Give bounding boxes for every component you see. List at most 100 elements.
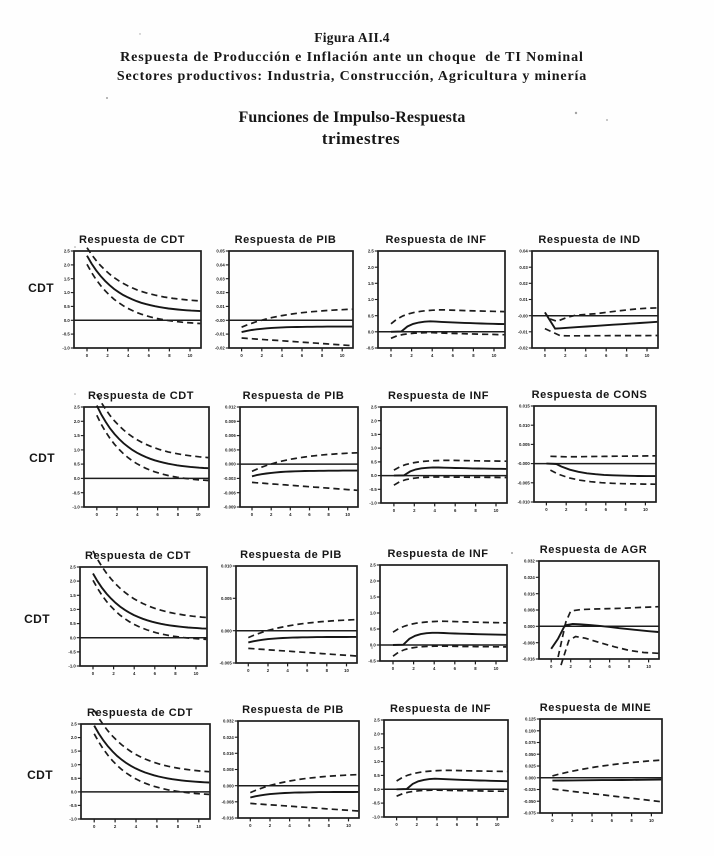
svg-text:0: 0: [544, 353, 547, 358]
svg-text:0.125: 0.125: [525, 717, 536, 722]
svg-text:0.0: 0.0: [371, 473, 378, 478]
svg-text:1.5: 1.5: [71, 749, 78, 754]
svg-text:-0.5: -0.5: [62, 332, 70, 337]
svg-text:8: 8: [168, 353, 171, 358]
svg-text:0.01: 0.01: [519, 297, 528, 302]
svg-text:2.5: 2.5: [74, 405, 81, 410]
svg-text:Respuesta de PIB: Respuesta de PIB: [242, 704, 344, 716]
svg-text:Respuesta de INF: Respuesta de INF: [387, 548, 488, 560]
svg-text:2: 2: [106, 353, 109, 358]
svg-text:0.000: 0.000: [225, 462, 236, 467]
svg-text:0.024: 0.024: [223, 735, 234, 740]
svg-text:1.0: 1.0: [71, 762, 78, 767]
svg-text:0.03: 0.03: [519, 265, 528, 270]
svg-text:0.5: 0.5: [74, 462, 81, 467]
svg-text:2.5: 2.5: [368, 249, 375, 254]
svg-text:2: 2: [416, 822, 419, 827]
svg-text:0: 0: [247, 668, 250, 673]
svg-text:0: 0: [251, 512, 254, 517]
svg-text:0.5: 0.5: [368, 313, 375, 318]
svg-text:CDT: CDT: [27, 768, 53, 782]
svg-text:6: 6: [308, 512, 311, 517]
svg-text:6: 6: [605, 507, 608, 512]
svg-text:0.02: 0.02: [519, 281, 528, 286]
svg-text:0.5: 0.5: [64, 304, 71, 309]
svg-text:0: 0: [393, 508, 396, 513]
svg-text:6: 6: [154, 671, 157, 676]
svg-text:2.0: 2.0: [71, 735, 78, 740]
svg-text:-1.0: -1.0: [62, 346, 70, 351]
svg-text:-0.025: -0.025: [524, 787, 537, 792]
svg-text:2.0: 2.0: [74, 419, 81, 424]
svg-text:Respuesta de CDT: Respuesta de CDT: [79, 234, 185, 246]
svg-text:8: 8: [472, 353, 475, 358]
svg-text:-0.5: -0.5: [368, 659, 376, 664]
svg-text:8: 8: [174, 671, 177, 676]
svg-text:2: 2: [267, 668, 270, 673]
svg-text:8: 8: [624, 507, 627, 512]
svg-text:6: 6: [454, 508, 457, 513]
svg-text:2.5: 2.5: [371, 405, 378, 410]
svg-text:4: 4: [289, 512, 292, 517]
svg-text:-0.5: -0.5: [68, 650, 76, 655]
svg-text:4: 4: [127, 353, 130, 358]
svg-text:0: 0: [96, 512, 99, 517]
svg-text:Respuesta de CDT: Respuesta de CDT: [88, 390, 194, 402]
svg-text:2.0: 2.0: [371, 418, 378, 423]
svg-text:Respuesta de CDT: Respuesta de CDT: [85, 550, 191, 562]
svg-text:10: 10: [495, 822, 500, 827]
svg-text:0.010: 0.010: [221, 564, 232, 569]
svg-text:-0.016: -0.016: [523, 657, 536, 662]
svg-text:2.5: 2.5: [64, 249, 71, 254]
svg-text:0.0: 0.0: [70, 635, 77, 640]
svg-text:Respuesta de CONS: Respuesta de CONS: [532, 389, 648, 401]
svg-text:8: 8: [326, 668, 329, 673]
svg-text:0.5: 0.5: [70, 621, 77, 626]
svg-text:2.0: 2.0: [374, 732, 381, 737]
svg-text:-0.006: -0.006: [224, 490, 237, 495]
svg-text:6: 6: [156, 824, 159, 829]
svg-text:-0.00: -0.00: [518, 313, 528, 318]
svg-text:1.5: 1.5: [64, 276, 71, 281]
svg-text:2: 2: [116, 512, 119, 517]
svg-text:0.075: 0.075: [525, 740, 536, 745]
svg-text:0: 0: [390, 353, 393, 358]
svg-text:10: 10: [194, 671, 199, 676]
svg-text:6: 6: [156, 512, 159, 517]
svg-text:0: 0: [93, 824, 96, 829]
svg-text:1.0: 1.0: [64, 290, 71, 295]
svg-text:Respuesta de PIB: Respuesta de PIB: [240, 549, 342, 561]
svg-text:6: 6: [611, 818, 614, 823]
svg-text:0.0: 0.0: [71, 790, 78, 795]
svg-text:-0.00: -0.00: [215, 318, 225, 323]
svg-text:8: 8: [474, 508, 477, 513]
svg-text:0.024: 0.024: [524, 575, 535, 580]
svg-text:-0.005: -0.005: [220, 661, 233, 666]
svg-text:8: 8: [177, 824, 180, 829]
svg-text:4: 4: [281, 353, 284, 358]
svg-text:4: 4: [431, 353, 434, 358]
svg-text:1.0: 1.0: [374, 759, 381, 764]
svg-text:2: 2: [261, 353, 264, 358]
svg-text:Respuesta de CDT: Respuesta de CDT: [87, 707, 193, 719]
svg-text:10: 10: [344, 668, 349, 673]
svg-text:0: 0: [545, 507, 548, 512]
svg-text:2.5: 2.5: [71, 722, 78, 727]
svg-text:6: 6: [306, 668, 309, 673]
svg-text:4: 4: [135, 824, 138, 829]
svg-text:0: 0: [86, 353, 89, 358]
svg-text:-0.5: -0.5: [369, 487, 377, 492]
svg-text:4: 4: [286, 668, 289, 673]
svg-text:-0.5: -0.5: [69, 803, 77, 808]
svg-text:0.008: 0.008: [524, 608, 535, 613]
svg-text:0.032: 0.032: [223, 719, 234, 724]
svg-text:-1.0: -1.0: [369, 501, 377, 506]
svg-text:0: 0: [395, 822, 398, 827]
svg-text:1.0: 1.0: [70, 607, 77, 612]
svg-text:10: 10: [649, 818, 654, 823]
svg-text:-0.075: -0.075: [524, 811, 537, 816]
svg-text:4: 4: [288, 823, 291, 828]
svg-text:0: 0: [249, 823, 252, 828]
svg-text:0.100: 0.100: [525, 728, 536, 733]
svg-text:Respuesta de PIB: Respuesta de PIB: [235, 234, 337, 246]
